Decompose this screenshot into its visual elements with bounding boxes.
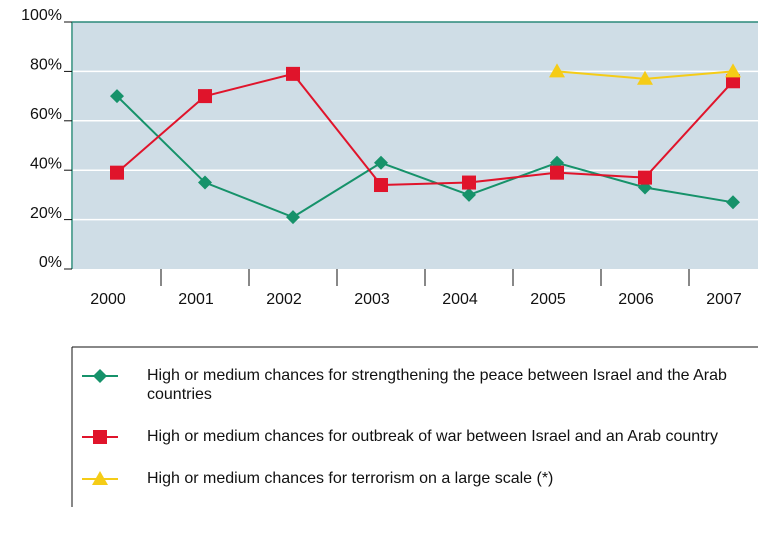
y-tick-label: 40% <box>30 155 62 172</box>
data-point <box>725 63 741 78</box>
data-point <box>549 63 565 78</box>
x-tick-label: 2004 <box>442 291 478 308</box>
legend-entry: High or medium chances for strengthening… <box>147 367 727 403</box>
y-tick-label: 20% <box>30 205 62 222</box>
data-point <box>110 165 124 180</box>
x-tick-label: 2000 <box>90 291 126 308</box>
legend-marker <box>93 369 107 383</box>
y-tick-label: 100% <box>21 7 62 24</box>
x-tick-label: 2007 <box>706 291 742 308</box>
data-point <box>638 170 652 185</box>
x-tick-label: 2001 <box>178 291 214 308</box>
data-point <box>198 175 212 190</box>
plot-area <box>73 22 758 269</box>
x-tick-label: 2003 <box>354 291 390 308</box>
y-tick-label: 80% <box>30 57 62 74</box>
x-tick-label: 2002 <box>266 291 302 308</box>
data-point <box>726 74 740 89</box>
data-point <box>198 89 212 104</box>
legend-label: High or medium chances for strengthening… <box>147 367 727 403</box>
data-point <box>462 187 476 202</box>
data-point <box>462 175 476 190</box>
data-point <box>550 165 564 180</box>
legend-label: High or medium chances for outbreak of w… <box>147 428 718 445</box>
legend-entry: High or medium chances for terrorism on … <box>147 470 554 487</box>
legend-entry: High or medium chances for outbreak of w… <box>147 428 718 445</box>
data-point <box>637 70 653 85</box>
legend-marker <box>93 430 107 444</box>
series-line <box>116 95 734 219</box>
data-point <box>286 66 300 81</box>
legend-marker <box>92 471 108 485</box>
series-line <box>116 72 734 187</box>
data-point <box>374 178 388 193</box>
x-tick-label: 2006 <box>618 291 654 308</box>
x-tick-label: 2005 <box>530 291 566 308</box>
y-tick-label: 0% <box>39 254 62 271</box>
data-point <box>110 89 124 104</box>
data-point <box>374 155 388 170</box>
data-point <box>286 210 300 225</box>
data-point <box>726 195 740 210</box>
y-tick-label: 60% <box>30 106 62 123</box>
legend-label: High or medium chances for terrorism on … <box>147 470 554 487</box>
